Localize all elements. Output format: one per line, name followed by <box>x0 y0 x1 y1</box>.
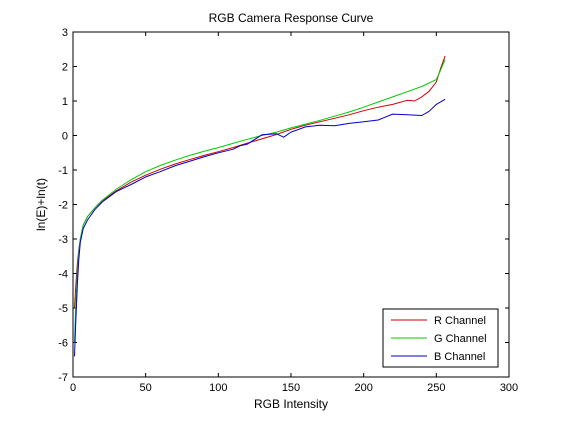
y-tick-label: -6 <box>58 338 68 350</box>
legend-label-r-channel: R Channel <box>434 315 486 327</box>
x-axis-label: RGB Intensity <box>254 397 328 411</box>
y-tick-label: 3 <box>62 27 68 39</box>
x-tick-label: 250 <box>427 382 445 394</box>
x-tick-label: 100 <box>209 382 227 394</box>
series-line-b-channel <box>74 98 446 357</box>
y-tick-label: 0 <box>62 131 68 143</box>
series-line-g-channel <box>74 59 446 343</box>
series-lines <box>74 55 446 357</box>
y-axis-label: ln(E)+ln(t) <box>34 178 48 231</box>
legend: R Channel G Channel B Channel <box>382 308 499 368</box>
y-tick-label: -2 <box>58 200 68 212</box>
legend-label-b-channel: B Channel <box>434 351 485 363</box>
y-tick-label: -3 <box>58 234 68 246</box>
chart-title: RGB Camera Response Curve <box>209 11 374 25</box>
x-tick-label: 300 <box>500 382 518 394</box>
legend-label-g-channel: G Channel <box>434 333 487 345</box>
y-tick-label: -4 <box>58 269 68 281</box>
y-tick-label: -7 <box>58 372 68 384</box>
x-tick-label: 50 <box>140 382 152 394</box>
x-tick-label: 150 <box>282 382 300 394</box>
y-tick-label: 1 <box>62 96 68 108</box>
y-tick-label: 2 <box>62 62 68 74</box>
axis-ticks: 0 50 100 150 200 250 300 -7 -6 -5 -4 -3 -2 -1 0 1 2 3 <box>58 27 518 394</box>
x-tick-label: 200 <box>354 382 372 394</box>
y-tick-label: -5 <box>58 303 68 315</box>
x-tick-label: 0 <box>70 382 76 394</box>
y-tick-label: -1 <box>58 165 68 177</box>
